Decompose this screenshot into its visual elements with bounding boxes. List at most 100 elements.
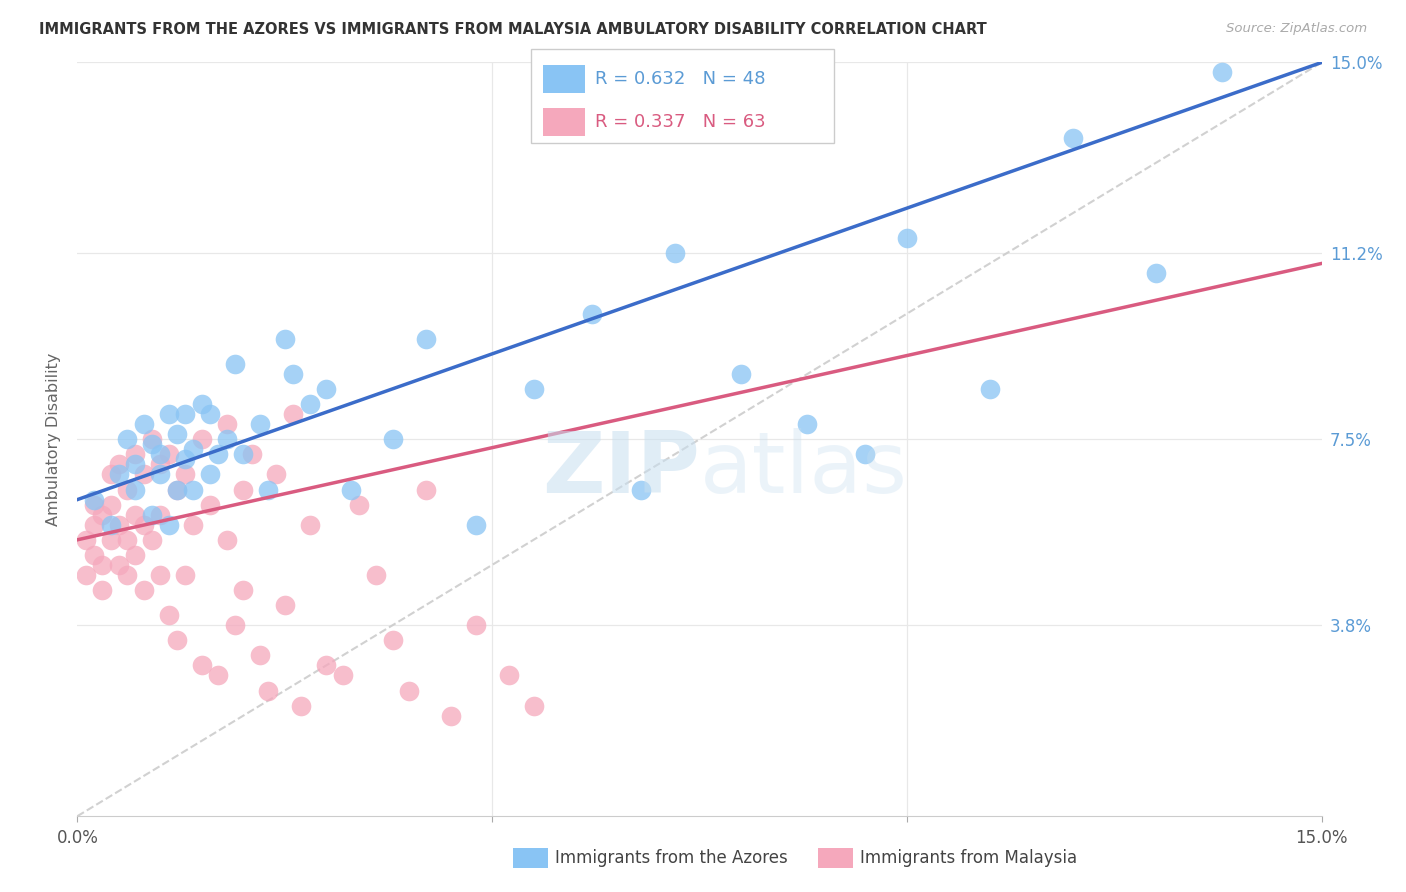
Point: [157, 447, 180, 461]
Point: [581, 307, 603, 321]
Point: [83, 498, 105, 512]
Point: [896, 231, 918, 245]
Point: [132, 517, 155, 532]
Point: [91, 508, 114, 522]
Point: [290, 698, 312, 713]
Point: [207, 447, 229, 461]
Point: [115, 568, 138, 582]
Point: [215, 417, 238, 432]
Point: [132, 467, 155, 482]
Text: R = 0.337   N = 63: R = 0.337 N = 63: [595, 113, 765, 131]
Point: [108, 458, 131, 472]
Point: [1062, 130, 1084, 145]
Point: [257, 683, 280, 698]
Point: [132, 583, 155, 598]
Point: [232, 483, 254, 497]
Point: [108, 558, 131, 572]
Point: [415, 483, 437, 497]
Point: [91, 558, 114, 572]
Point: [166, 483, 188, 497]
Point: [630, 483, 652, 497]
Point: [108, 467, 131, 482]
Point: [315, 382, 337, 396]
Point: [349, 498, 371, 512]
Point: [1211, 65, 1233, 79]
Point: [281, 367, 304, 381]
Point: [124, 483, 146, 497]
Point: [124, 508, 146, 522]
Point: [257, 483, 280, 497]
Point: [166, 483, 188, 497]
Point: [381, 633, 404, 648]
Point: [498, 668, 520, 682]
Point: [464, 618, 486, 632]
Point: [191, 397, 214, 411]
Point: [115, 433, 138, 447]
Point: [183, 517, 205, 532]
Y-axis label: Ambulatory Disability: Ambulatory Disability: [45, 352, 60, 526]
Point: [183, 442, 205, 457]
Point: [207, 668, 229, 682]
Point: [191, 658, 214, 673]
Text: IMMIGRANTS FROM THE AZORES VS IMMIGRANTS FROM MALAYSIA AMBULATORY DISABILITY COR: IMMIGRANTS FROM THE AZORES VS IMMIGRANTS…: [39, 22, 987, 37]
Point: [249, 648, 271, 663]
Point: [141, 433, 163, 447]
Point: [149, 508, 172, 522]
Text: Immigrants from the Azores: Immigrants from the Azores: [555, 849, 789, 867]
Text: Immigrants from Malaysia: Immigrants from Malaysia: [860, 849, 1077, 867]
Point: [796, 417, 818, 432]
Point: [266, 467, 288, 482]
Point: [157, 517, 180, 532]
Point: [240, 447, 263, 461]
Point: [149, 467, 172, 482]
Point: [398, 683, 420, 698]
Point: [215, 533, 238, 547]
Point: [83, 548, 105, 562]
Point: [149, 568, 172, 582]
Point: [83, 517, 105, 532]
Point: [855, 447, 877, 461]
Point: [298, 517, 321, 532]
Point: [298, 397, 321, 411]
Point: [100, 517, 122, 532]
Point: [415, 332, 437, 346]
Point: [115, 533, 138, 547]
Point: [523, 698, 546, 713]
Point: [274, 598, 297, 612]
Point: [83, 492, 105, 507]
Point: [141, 533, 163, 547]
Point: [124, 447, 146, 461]
Point: [157, 608, 180, 623]
Point: [198, 407, 221, 421]
Point: [191, 433, 214, 447]
Point: [166, 427, 188, 442]
Point: [249, 417, 271, 432]
Point: [198, 467, 221, 482]
Point: [174, 407, 197, 421]
Point: [100, 533, 122, 547]
Text: ZIP: ZIP: [541, 428, 700, 511]
Point: [979, 382, 1001, 396]
Point: [198, 498, 221, 512]
Point: [381, 433, 404, 447]
Point: [174, 568, 197, 582]
Point: [664, 246, 686, 260]
Point: [215, 433, 238, 447]
Point: [108, 517, 131, 532]
Point: [115, 483, 138, 497]
Point: [174, 467, 197, 482]
Point: [464, 517, 486, 532]
Point: [141, 508, 163, 522]
Point: [149, 447, 172, 461]
Point: [75, 533, 97, 547]
Point: [91, 583, 114, 598]
Point: [274, 332, 297, 346]
Point: [183, 483, 205, 497]
Point: [141, 437, 163, 451]
Point: [730, 367, 752, 381]
Point: [224, 357, 246, 371]
Point: [174, 452, 197, 467]
Point: [340, 483, 363, 497]
Point: [440, 708, 463, 723]
Point: [224, 618, 246, 632]
